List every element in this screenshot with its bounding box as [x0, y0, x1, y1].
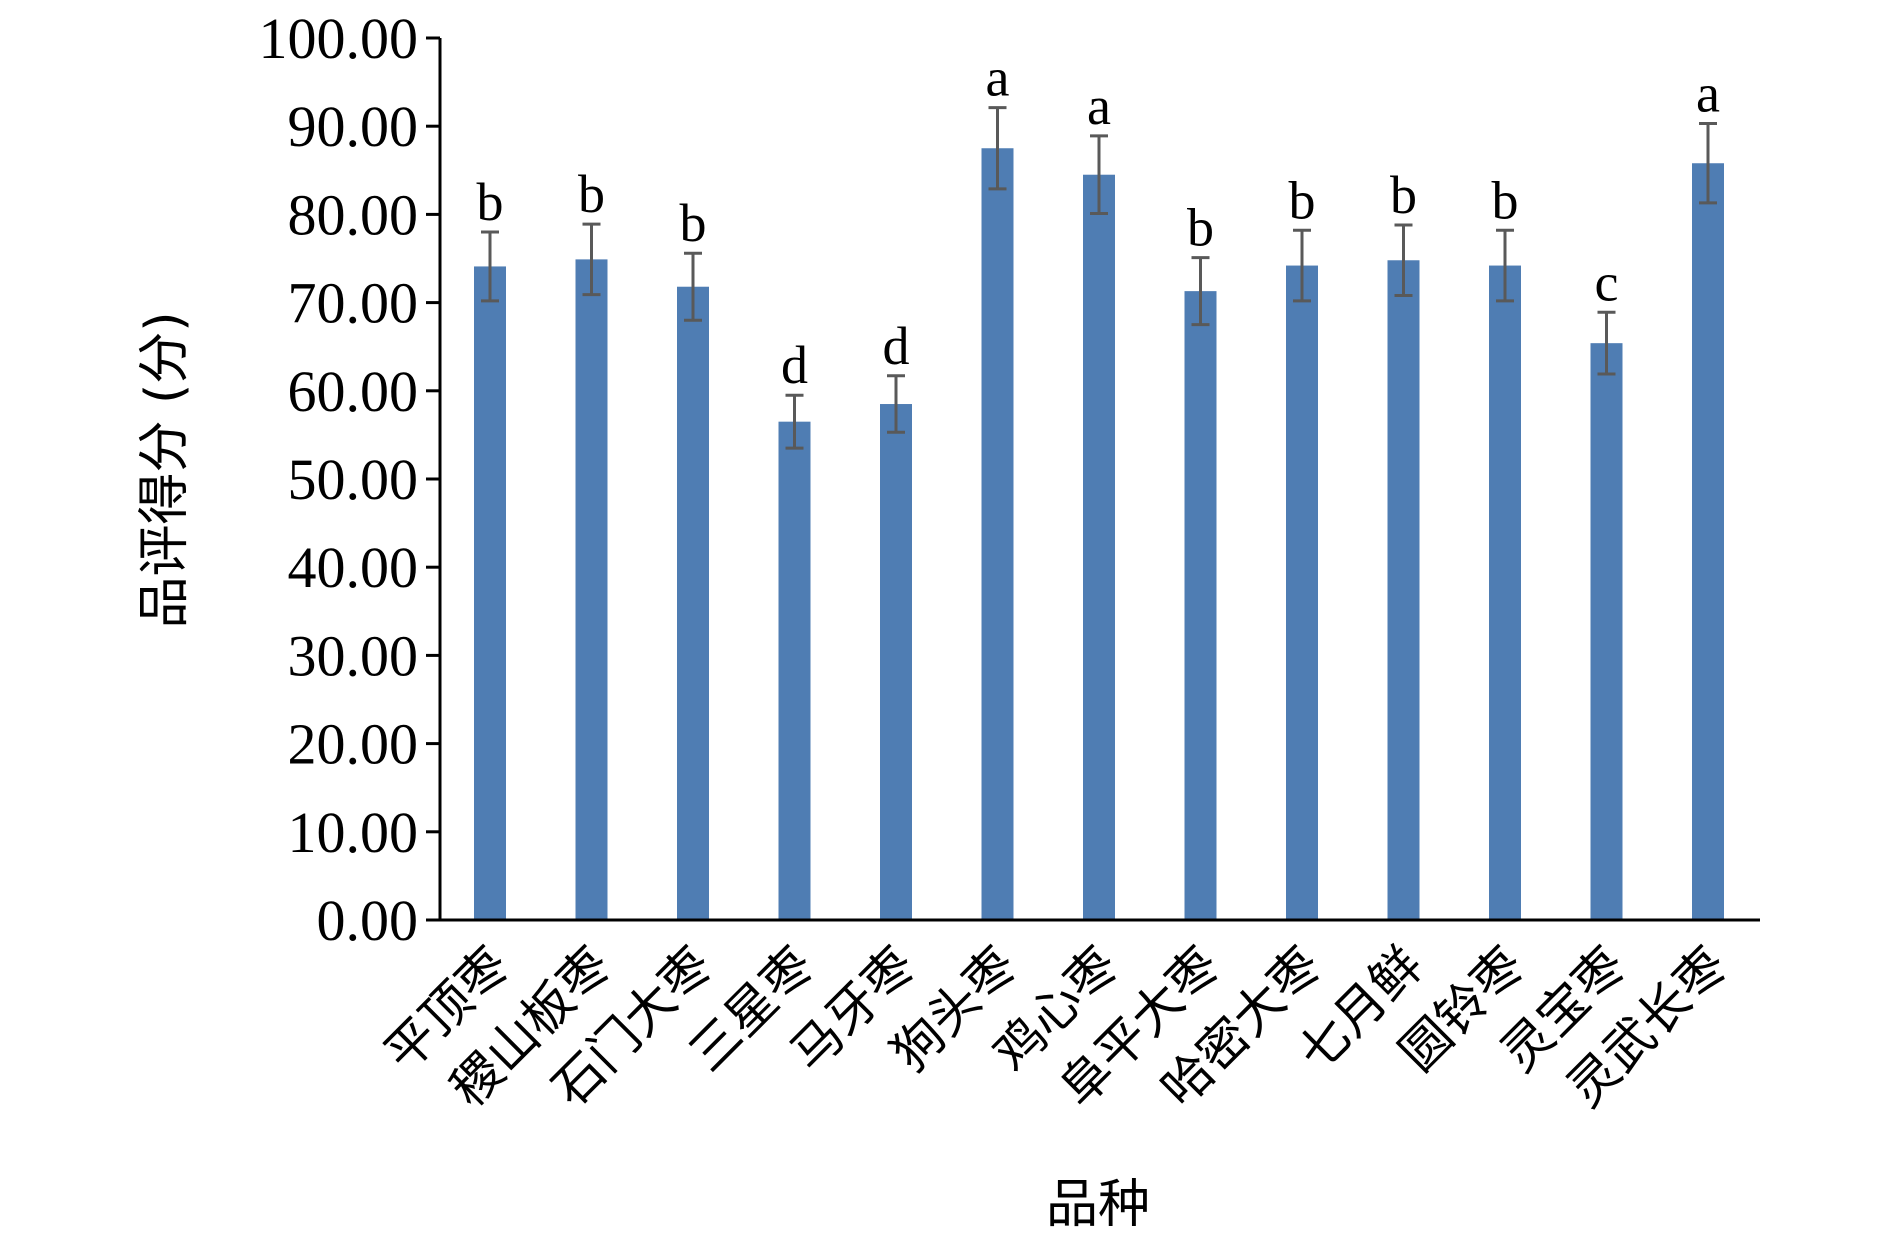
- significance-label: b: [1492, 170, 1519, 230]
- significance-label: b: [1390, 165, 1417, 225]
- bar: [778, 421, 811, 920]
- error-bar: [481, 230, 499, 303]
- error-bar: [1394, 223, 1413, 298]
- error-bar: [1191, 256, 1210, 327]
- bar: [677, 286, 709, 920]
- bar: [1083, 174, 1115, 920]
- y-tick-label: 10.00: [288, 800, 419, 865]
- error-bar: [1293, 228, 1311, 303]
- bar: [1387, 260, 1420, 920]
- y-tick-label: 0.00: [317, 888, 419, 953]
- bar: [575, 259, 608, 921]
- x-axis-category-labels: 平顶枣稷山板枣石门大枣三星枣马牙枣狗头枣鸡心枣阜平大枣哈密大枣七月鲜圆铃枣灵宝枣…: [373, 935, 1738, 1117]
- x-axis-title: 品种: [1046, 1175, 1150, 1235]
- error-bar: [1496, 228, 1514, 303]
- error-bar: [988, 106, 1007, 191]
- error-bar: [785, 393, 804, 450]
- bar: [1489, 265, 1521, 920]
- significance-label: b: [1289, 170, 1316, 230]
- y-tick-label: 50.00: [288, 447, 419, 512]
- error-bar: [1090, 134, 1108, 216]
- significance-label: a: [1087, 76, 1111, 136]
- y-tick-label: 20.00: [288, 712, 419, 777]
- significance-labels: b b b d d a a b b b b c a: [477, 48, 1721, 396]
- bar: [1286, 265, 1318, 920]
- y-axis-ticks: 0.00 10.00 20.00 30.00 40.00 50.00 60.00 70.00 8…: [259, 6, 440, 953]
- bar: [1692, 163, 1724, 920]
- bar: [981, 148, 1014, 920]
- bar: [1184, 291, 1217, 920]
- bars: [474, 148, 1724, 921]
- significance-label: b: [680, 193, 707, 253]
- y-tick-label: 40.00: [288, 535, 419, 600]
- significance-label: c: [1595, 252, 1619, 312]
- y-tick-label: 60.00: [288, 359, 419, 424]
- y-axis-title: 品评得分 (分): [135, 311, 195, 628]
- bar: [1590, 343, 1623, 920]
- error-bar: [1597, 310, 1616, 376]
- significance-label: a: [1696, 64, 1720, 124]
- significance-label: b: [578, 164, 605, 224]
- significance-label: b: [1187, 198, 1214, 258]
- y-tick-label: 80.00: [288, 182, 419, 247]
- error-bar: [582, 222, 601, 297]
- y-tick-label: 100.00: [259, 6, 419, 71]
- error-bar: [684, 251, 702, 322]
- y-tick-label: 70.00: [288, 271, 419, 336]
- significance-label: b: [477, 172, 504, 232]
- bar: [880, 404, 912, 920]
- bar: [474, 266, 506, 920]
- error-bar: [887, 374, 905, 434]
- significance-label: a: [986, 48, 1010, 108]
- error-bar: [1699, 122, 1717, 205]
- y-tick-label: 30.00: [288, 623, 419, 688]
- significance-label: d: [883, 316, 910, 376]
- significance-label: d: [781, 335, 808, 395]
- y-tick-label: 90.00: [288, 94, 419, 159]
- error-bars: [481, 106, 1717, 450]
